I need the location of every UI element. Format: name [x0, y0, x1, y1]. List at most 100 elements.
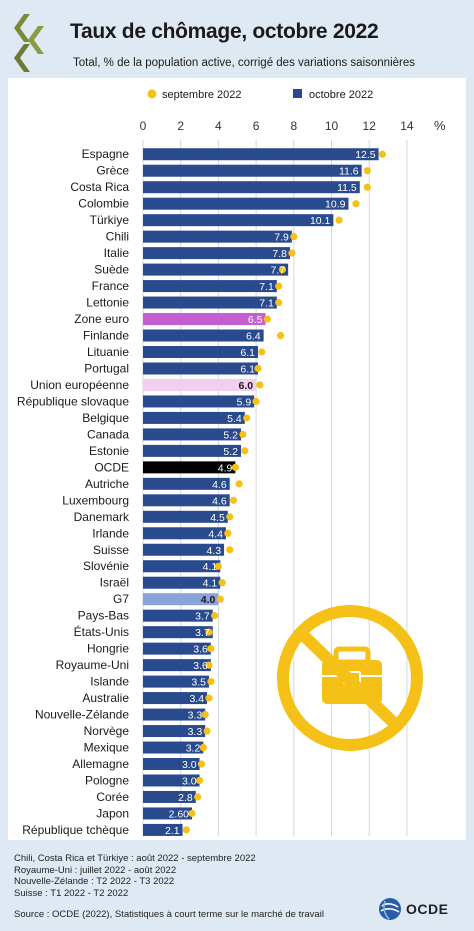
- value-label: 12.5: [355, 149, 376, 161]
- category-label: Israël: [100, 576, 129, 590]
- value-label: 10.9: [325, 199, 346, 211]
- september-dot: [205, 694, 213, 702]
- value-label: 2.8: [178, 792, 193, 804]
- value-label: 11.5: [337, 182, 357, 194]
- category-label: Danemark: [74, 510, 130, 524]
- september-dot: [218, 579, 226, 587]
- category-labels: Espagne Grèce Costa Rica Colombie Türkiye Chi…: [17, 147, 130, 837]
- value-label: 6.1: [240, 363, 255, 375]
- bar: [143, 280, 277, 293]
- category-label: Colombie: [78, 197, 129, 211]
- x-tick-label: 4: [215, 119, 222, 133]
- bar: [143, 148, 379, 161]
- value-label: 11.6: [339, 166, 359, 178]
- value-label: 5.2: [223, 446, 238, 458]
- value-labels: 12.5 11.6 11.5 10.9 10.1 7.9 7.8 7.7 7.1 7.1 6.5 6.…: [165, 149, 376, 837]
- bar: [143, 362, 258, 375]
- bar: [143, 263, 289, 276]
- value-label: 4.1: [203, 578, 218, 590]
- september-dot: [182, 826, 190, 834]
- bar: [143, 593, 219, 606]
- september-dot: [363, 183, 371, 191]
- category-label: États-Unis: [74, 624, 129, 639]
- value-label: 3.0: [182, 759, 197, 771]
- category-label: Zone euro: [74, 312, 129, 326]
- september-dot: [207, 678, 215, 686]
- bar: [143, 477, 230, 490]
- value-label: 4.0: [201, 594, 216, 606]
- value-label: 2.1: [165, 825, 180, 837]
- category-label: Hongrie: [87, 642, 129, 656]
- bar: [143, 247, 291, 260]
- x-tick-label: 0: [140, 119, 147, 133]
- bar: [143, 675, 209, 688]
- category-label: Islande: [90, 675, 129, 689]
- bar: [143, 543, 225, 556]
- september-dot: [235, 480, 243, 488]
- bar: [143, 428, 242, 441]
- bar: [143, 214, 334, 227]
- category-label: Canada: [87, 427, 129, 441]
- september-dot: [231, 463, 239, 471]
- value-label: 3.7: [195, 611, 210, 623]
- category-label: Pologne: [85, 773, 129, 787]
- bar: [143, 510, 228, 523]
- bar: [143, 609, 213, 622]
- september-dot: [256, 381, 264, 389]
- category-label: France: [92, 279, 130, 293]
- september-dot: [226, 546, 234, 554]
- value-label: 6.1: [240, 347, 255, 359]
- x-tick-label: 12: [363, 119, 377, 133]
- category-label: Pays-Bas: [78, 609, 129, 623]
- value-label: 5.2: [223, 429, 238, 441]
- category-label: Grèce: [96, 164, 129, 178]
- september-dot: [214, 562, 222, 570]
- value-label: 6.0: [238, 380, 253, 392]
- category-label: Chili: [106, 230, 129, 244]
- bar: [143, 313, 266, 326]
- category-label: Luxembourg: [62, 493, 129, 507]
- bar-chart: septembre 2022 octobre 2022 0 2 4 6 8 10 12 14 …: [8, 78, 466, 840]
- category-label: Japon: [96, 806, 129, 820]
- september-dot: [216, 595, 224, 603]
- september-dot: [199, 743, 207, 752]
- september-dot: [239, 430, 247, 438]
- bar: [143, 560, 221, 573]
- september-dot: [335, 216, 343, 224]
- value-label: 3.4: [189, 693, 204, 705]
- bar: [143, 378, 257, 391]
- x-tick-label: 14: [400, 119, 414, 133]
- category-label: Suède: [94, 263, 129, 277]
- bar: [143, 692, 208, 705]
- value-label: 7.1: [259, 281, 274, 293]
- value-label: 3.3: [188, 726, 203, 738]
- category-label: Suisse: [93, 543, 129, 557]
- september-dot: [254, 364, 262, 373]
- category-label: République slovaque: [17, 394, 129, 408]
- category-label: République tchèque: [22, 823, 129, 837]
- value-label: 3.2: [186, 743, 201, 755]
- value-label: 5.4: [227, 413, 242, 425]
- bar: [143, 395, 255, 408]
- value-label: 3.3: [188, 710, 203, 722]
- value-label: 4.1: [203, 561, 218, 573]
- september-dot: [226, 513, 234, 521]
- bar: [143, 197, 349, 210]
- legend-label-october: octobre 2022: [309, 89, 373, 101]
- value-label: 3.0: [182, 775, 197, 787]
- category-label: Slovénie: [83, 559, 129, 573]
- value-label: 5.9: [237, 396, 252, 408]
- bar: [143, 774, 200, 787]
- september-dot: [363, 167, 371, 175]
- value-label: 3.6: [193, 644, 208, 656]
- september-dot: [275, 282, 283, 290]
- bar: [143, 461, 236, 474]
- source-note: Source : OCDE (2022), Statistiques à cou…: [14, 909, 324, 920]
- x-tick-label: 6: [253, 119, 260, 133]
- bar: [143, 494, 230, 507]
- category-label: Lituanie: [87, 345, 129, 359]
- bar: [143, 329, 264, 342]
- bar: [143, 527, 226, 540]
- category-label: Espagne: [82, 147, 130, 161]
- bar: [143, 230, 292, 243]
